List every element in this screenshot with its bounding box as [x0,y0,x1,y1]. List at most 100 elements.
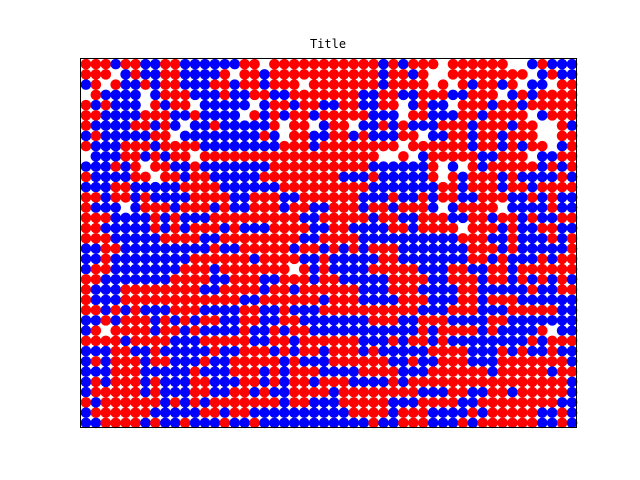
point-red [368,366,379,377]
point-red [457,69,469,80]
point-blue [209,233,221,244]
point-blue [80,345,92,357]
point-blue [219,130,231,142]
point-red [219,89,231,101]
point-red [219,151,231,162]
point-red [189,192,201,203]
point-blue [536,212,548,224]
point-red [259,386,270,398]
point-red [318,263,330,275]
point-blue [497,233,508,244]
point-blue [536,407,548,418]
point-red [120,58,131,70]
point-blue [110,222,122,234]
point-red [477,140,489,152]
point-blue [417,263,429,275]
point-blue [338,366,350,377]
point-red [348,386,360,398]
point-blue [447,202,459,213]
point-blue [427,417,439,429]
point-red [527,397,538,408]
point-red [239,345,250,357]
point-blue [189,335,201,347]
point-red [80,233,92,244]
point-red [298,325,310,336]
point-red [160,233,171,244]
point-red [189,171,201,183]
point-blue [249,294,260,306]
point-blue [378,222,389,234]
point-red [348,79,360,90]
point-red [328,304,340,316]
point-red [437,325,449,336]
point-red [517,397,528,408]
point-blue [348,376,360,388]
point-red [259,243,270,254]
point-red [100,233,112,244]
point-blue [447,89,459,101]
point-red [259,192,270,203]
point-red [140,315,151,326]
point-blue [427,99,439,111]
point-red [179,263,191,275]
point-blue [338,315,350,326]
point-red [507,407,518,418]
point-blue [229,140,241,152]
point-red [288,397,300,408]
point-red [328,294,340,306]
point-blue [427,110,439,121]
point-blue [140,253,151,265]
point-red [328,243,340,254]
point-blue [556,202,568,213]
point-red [179,99,191,111]
point-red [90,356,102,367]
point-red [229,335,241,347]
point-blue [160,253,171,265]
point-red [497,120,508,131]
point-red [328,212,340,224]
point-blue [189,69,201,80]
point-blue [566,192,578,203]
point-blue [160,212,171,224]
point-red [328,222,340,234]
point-red [368,417,379,429]
point-red [150,356,161,367]
point-red [229,386,241,398]
point-red [556,417,568,429]
point-red [487,58,498,70]
point-blue [160,222,171,234]
point-red [417,376,429,388]
point-red [477,212,489,224]
point-blue [229,243,241,254]
point-blue [536,192,548,203]
point-blue [378,171,389,183]
point-red [269,58,280,70]
point-blue [417,181,429,193]
point-red [189,376,201,388]
point-red [447,386,459,398]
point-blue [80,181,92,193]
point-red [120,356,131,367]
point-red [160,110,171,121]
point-red [249,69,260,80]
point-red [269,192,280,203]
point-red [487,202,498,213]
point-red [358,151,370,162]
point-red [80,192,92,203]
point-red [160,294,171,306]
point-blue [328,417,340,429]
point-red [269,69,280,80]
point-blue [527,79,538,90]
point-blue [546,212,558,224]
point-blue [249,325,260,336]
point-blue [199,284,211,295]
point-red [239,253,250,265]
point-blue [249,222,260,234]
point-blue [348,315,360,326]
point-red [140,407,151,418]
point-red [338,397,350,408]
point-red [358,181,370,193]
point-blue [150,315,161,326]
point-red [457,386,469,398]
point-blue [398,335,409,347]
